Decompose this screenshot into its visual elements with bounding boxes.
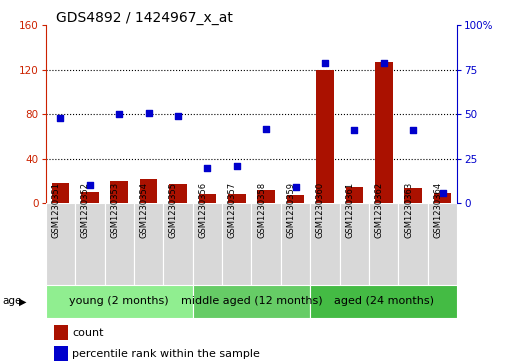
Point: [115, 111, 123, 117]
Bar: [54, 346, 69, 361]
Bar: [316, 70, 334, 203]
Bar: [369, 203, 398, 285]
Text: young (2 months): young (2 months): [70, 296, 169, 306]
Bar: [258, 190, 275, 203]
Bar: [105, 203, 134, 285]
Point: [86, 183, 94, 188]
Bar: [281, 203, 310, 285]
Point: [56, 115, 65, 121]
Text: GDS4892 / 1424967_x_at: GDS4892 / 1424967_x_at: [56, 11, 233, 25]
Bar: [340, 203, 369, 285]
Bar: [398, 203, 428, 285]
Bar: [287, 196, 304, 203]
Bar: [251, 203, 281, 285]
Point: [438, 190, 447, 196]
Bar: [193, 285, 310, 318]
Bar: [199, 195, 216, 203]
Text: GSM1230359: GSM1230359: [287, 182, 296, 238]
Text: percentile rank within the sample: percentile rank within the sample: [73, 349, 260, 359]
Text: GSM1230360: GSM1230360: [316, 182, 325, 238]
Text: GSM1230362: GSM1230362: [375, 182, 384, 238]
Bar: [193, 203, 222, 285]
Text: GSM1230351: GSM1230351: [51, 182, 60, 238]
Point: [351, 127, 359, 133]
Text: GSM1230354: GSM1230354: [140, 182, 148, 238]
Point: [174, 113, 182, 119]
Bar: [428, 203, 457, 285]
Point: [409, 127, 417, 133]
Text: ▶: ▶: [19, 296, 27, 306]
Bar: [310, 285, 457, 318]
Text: age: age: [3, 296, 22, 306]
Text: aged (24 months): aged (24 months): [334, 296, 434, 306]
Text: GSM1230352: GSM1230352: [81, 182, 90, 238]
Text: GSM1230357: GSM1230357: [228, 182, 237, 238]
Text: middle aged (12 months): middle aged (12 months): [181, 296, 322, 306]
Point: [379, 60, 388, 66]
Point: [292, 184, 300, 190]
Bar: [345, 187, 363, 203]
Bar: [228, 195, 245, 203]
Point: [262, 126, 270, 131]
Point: [321, 60, 329, 66]
Bar: [404, 188, 422, 203]
Bar: [46, 203, 75, 285]
Text: GSM1230353: GSM1230353: [110, 182, 119, 238]
Bar: [310, 203, 340, 285]
Point: [203, 165, 211, 171]
Bar: [169, 184, 187, 203]
Bar: [54, 325, 69, 340]
Bar: [46, 285, 193, 318]
Bar: [222, 203, 251, 285]
Text: GSM1230364: GSM1230364: [433, 182, 442, 238]
Text: GSM1230358: GSM1230358: [257, 182, 266, 238]
Bar: [110, 181, 128, 203]
Bar: [52, 183, 69, 203]
Text: GSM1230355: GSM1230355: [169, 182, 178, 238]
Bar: [375, 62, 393, 203]
Bar: [75, 203, 105, 285]
Text: count: count: [73, 328, 104, 338]
Bar: [140, 179, 157, 203]
Point: [144, 110, 152, 115]
Bar: [434, 193, 451, 203]
Text: GSM1230361: GSM1230361: [345, 182, 355, 238]
Bar: [81, 192, 99, 203]
Text: GSM1230363: GSM1230363: [404, 182, 413, 238]
Bar: [134, 203, 163, 285]
Point: [233, 163, 241, 169]
Bar: [163, 203, 193, 285]
Text: GSM1230356: GSM1230356: [198, 182, 207, 238]
